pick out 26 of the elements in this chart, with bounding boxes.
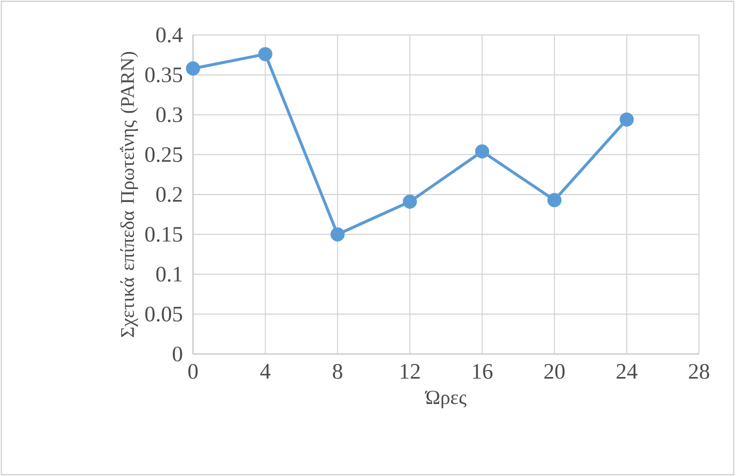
x-axis-title: Ώρες [424, 390, 466, 408]
y-tick-label: 0.15 [145, 226, 182, 242]
y-axis-title: Σχετικά επίπεδα Πρωτεΐνης (PARN) [120, 52, 138, 338]
x-tick-label: 8 [332, 364, 342, 379]
y-tick-label: 0.05 [145, 306, 182, 322]
y-tick-label: 0 [172, 346, 182, 362]
x-tick-label: 20 [544, 364, 565, 379]
x-tick-label: 4 [260, 364, 270, 379]
x-tick-label: 0 [188, 364, 198, 379]
y-tick-label: 0.4 [156, 28, 183, 42]
point [186, 61, 200, 76]
point [402, 194, 417, 209]
point [620, 112, 634, 127]
y-tick-label: 0.35 [145, 67, 182, 82]
x-tick-label: 28 [688, 364, 710, 379]
y-tick-label: 0.25 [145, 147, 182, 162]
y-tick-label: 0.2 [156, 187, 182, 202]
point [547, 193, 562, 208]
point [330, 227, 345, 242]
y-tick-label: 0.1 [156, 266, 182, 282]
point [258, 47, 272, 62]
x-tick-label: 16 [473, 364, 492, 379]
x-tick-label: 24 [616, 364, 638, 379]
y-tick-label: 0.3 [156, 107, 182, 122]
x-tick-label: 12 [400, 364, 420, 379]
point [475, 144, 490, 159]
